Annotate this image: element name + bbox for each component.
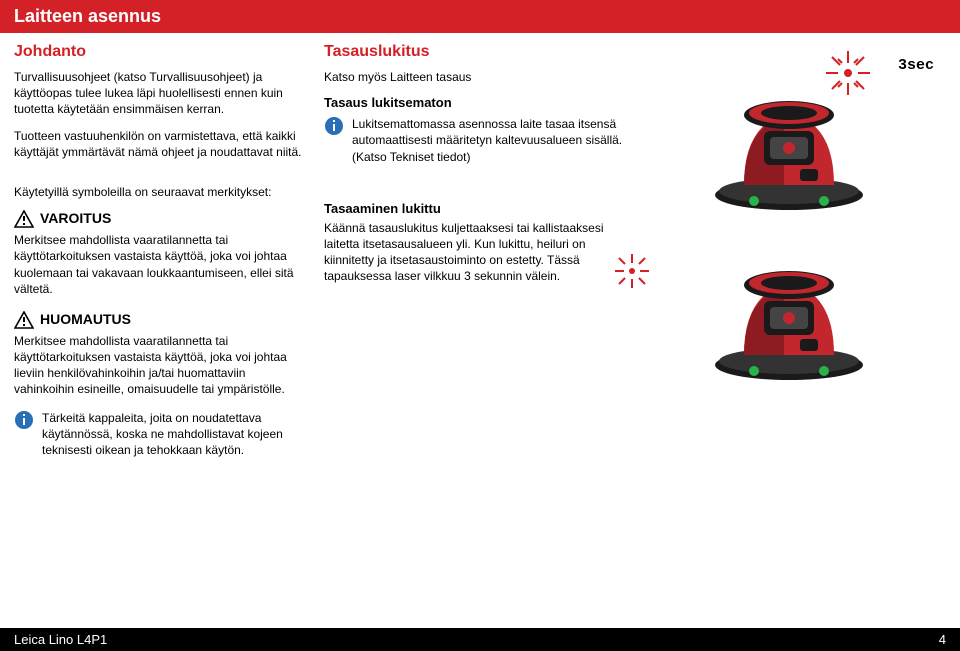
section-header: Laitteen asennus xyxy=(0,0,960,33)
heading-unlocked: Tasaus lukitsematon xyxy=(324,95,624,110)
footer-page-number: 4 xyxy=(939,632,946,647)
page-footer: Leica Lino L4P1 4 xyxy=(0,628,960,651)
info-unlocked-text: Lukitsemattomassa asennossa laite tasaa … xyxy=(352,116,624,165)
responsibility-paragraph: Tuotteen vastuuhenkilön on varmistettava… xyxy=(14,128,304,160)
column-illustrations: 3sec xyxy=(644,43,944,458)
device-icon xyxy=(704,73,874,218)
laser-burst-icon xyxy=(614,253,650,294)
warning-triangle-icon xyxy=(14,210,34,228)
info-note: Tärkeitä kappaleita, joita on noudatetta… xyxy=(14,410,304,459)
device-illustration-unlocked: 3sec xyxy=(644,43,944,213)
heading-intro: Johdanto xyxy=(14,43,304,61)
footer-product: Leica Lino L4P1 xyxy=(14,632,107,647)
warning-label: VAROITUS xyxy=(40,210,111,226)
sec-label: 3sec xyxy=(898,57,934,74)
heading-lock: Tasauslukitus xyxy=(324,43,624,61)
heading-locked: Tasaaminen lukittu xyxy=(324,201,624,216)
info-unlocked: Lukitsemattomassa asennossa laite tasaa … xyxy=(324,116,624,165)
content-area: Johdanto Turvallisuusohjeet (katso Turva… xyxy=(0,33,960,458)
info-note-text: Tärkeitä kappaleita, joita on noudatetta… xyxy=(42,410,304,459)
locked-text: Käännä tasauslukitus kuljettaaksesi tai … xyxy=(324,220,624,285)
symbols-paragraph: Käytetyillä symboleilla on seuraavat mer… xyxy=(14,184,304,200)
warning-huomautus-text: Merkitsee mahdollista vaaratilannetta ta… xyxy=(14,333,304,398)
warning-label: HUOMAUTUS xyxy=(40,311,131,327)
warning-huomautus: HUOMAUTUS xyxy=(14,311,304,329)
device-icon xyxy=(704,243,874,388)
warning-varoitus: VAROITUS xyxy=(14,210,304,228)
warning-triangle-icon xyxy=(14,311,34,329)
column-intro: Johdanto Turvallisuusohjeet (katso Turva… xyxy=(14,43,304,458)
intro-paragraph: Turvallisuusohjeet (katso Turvallisuusoh… xyxy=(14,69,304,118)
info-icon xyxy=(324,116,344,136)
info-icon xyxy=(14,410,34,430)
see-also: Katso myös Laitteen tasaus xyxy=(324,69,624,85)
column-lock: Tasauslukitus Katso myös Laitteen tasaus… xyxy=(324,43,624,458)
warning-varoitus-text: Merkitsee mahdollista vaaratilannetta ta… xyxy=(14,232,304,297)
device-illustration-locked xyxy=(644,213,944,403)
section-title: Laitteen asennus xyxy=(14,6,161,26)
